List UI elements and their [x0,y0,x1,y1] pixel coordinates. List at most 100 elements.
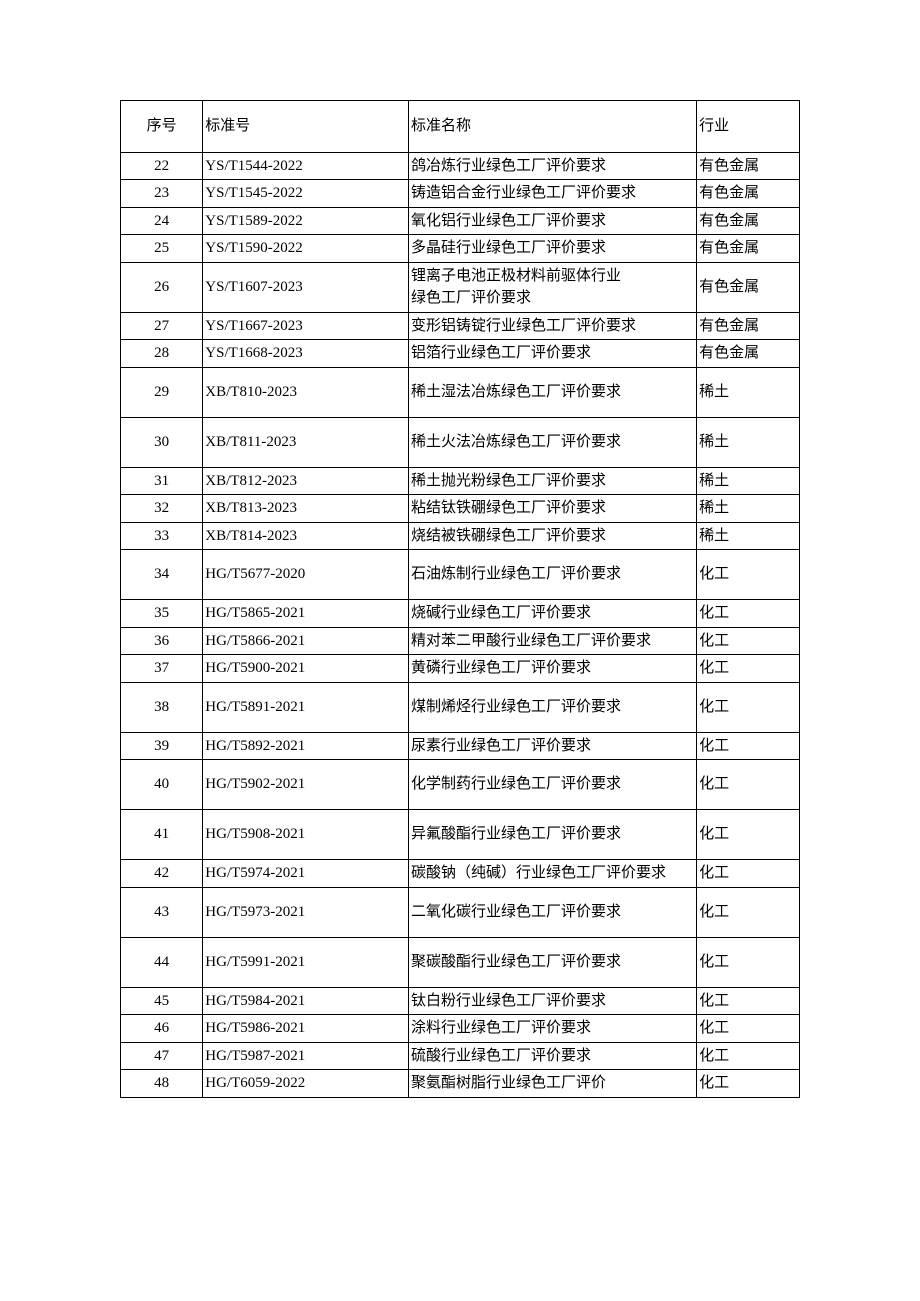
cell-name: 多晶硅行业绿色工厂评价要求 [409,235,697,263]
cell-name: 稀土火法冶炼绿色工厂评价要求 [409,417,697,467]
cell-ind: 化工 [697,655,800,683]
table-row: 47HG/T5987-2021硫酸行业绿色工厂评价要求化工 [121,1042,800,1070]
cell-seq: 38 [121,682,203,732]
cell-name: 石油炼制行业绿色工厂评价要求 [409,550,697,600]
cell-name: 鸽冶炼行业绿色工厂评价要求 [409,152,697,180]
cell-ind: 有色金属 [697,207,800,235]
page-container: 序号 标准号 标准名称 行业 22YS/T1544-2022鸽冶炼行业绿色工厂评… [120,100,800,1098]
cell-name: 变形铝铸锭行业绿色工厂评价要求 [409,312,697,340]
table-row: 45HG/T5984-2021钛白粉行业绿色工厂评价要求化工 [121,987,800,1015]
cell-ind: 稀土 [697,467,800,495]
cell-std: YS/T1590-2022 [203,235,409,263]
cell-seq: 33 [121,522,203,550]
cell-name: 铝箔行业绿色工厂评价要求 [409,340,697,368]
cell-seq: 36 [121,627,203,655]
cell-name: 稀土抛光粉绿色工厂评价要求 [409,467,697,495]
cell-name: 烧结被铁硼绿色工厂评价要求 [409,522,697,550]
header-name: 标准名称 [409,101,697,153]
header-seq: 序号 [121,101,203,153]
cell-seq: 41 [121,810,203,860]
table-row: 34HG/T5677-2020石油炼制行业绿色工厂评价要求化工 [121,550,800,600]
table-row: 29XB/T810-2023稀土湿法冶炼绿色工厂评价要求稀土 [121,367,800,417]
table-row: 27YS/T1667-2023变形铝铸锭行业绿色工厂评价要求有色金属 [121,312,800,340]
cell-ind: 化工 [697,1042,800,1070]
cell-std: HG/T5892-2021 [203,732,409,760]
cell-std: XB/T813-2023 [203,495,409,523]
cell-std: XB/T812-2023 [203,467,409,495]
cell-seq: 34 [121,550,203,600]
cell-seq: 25 [121,235,203,263]
cell-seq: 44 [121,937,203,987]
cell-seq: 47 [121,1042,203,1070]
cell-std: HG/T5984-2021 [203,987,409,1015]
cell-name: 精对苯二甲酸行业绿色工厂评价要求 [409,627,697,655]
cell-ind: 化工 [697,550,800,600]
cell-std: HG/T5986-2021 [203,1015,409,1043]
table-body: 22YS/T1544-2022鸽冶炼行业绿色工厂评价要求有色金属23YS/T15… [121,152,800,1097]
cell-ind: 化工 [697,860,800,888]
cell-name: 异氟酸酯行业绿色工厂评价要求 [409,810,697,860]
cell-ind: 化工 [697,937,800,987]
cell-std: HG/T5865-2021 [203,600,409,628]
cell-ind: 有色金属 [697,262,800,312]
cell-seq: 42 [121,860,203,888]
cell-name: 钛白粉行业绿色工厂评价要求 [409,987,697,1015]
cell-ind: 稀土 [697,367,800,417]
cell-seq: 46 [121,1015,203,1043]
cell-std: YS/T1668-2023 [203,340,409,368]
header-std: 标准号 [203,101,409,153]
cell-ind: 化工 [697,810,800,860]
table-row: 35HG/T5865-2021烧碱行业绿色工厂评价要求化工 [121,600,800,628]
table-row: 46HG/T5986-2021涂料行业绿色工厂评价要求化工 [121,1015,800,1043]
cell-seq: 28 [121,340,203,368]
cell-std: HG/T5973-2021 [203,887,409,937]
cell-std: HG/T5900-2021 [203,655,409,683]
cell-name: 黄磷行业绿色工厂评价要求 [409,655,697,683]
cell-seq: 35 [121,600,203,628]
cell-name: 烧碱行业绿色工厂评价要求 [409,600,697,628]
table-row: 48HG/T6059-2022聚氨酯树脂行业绿色工厂评价化工 [121,1070,800,1098]
header-row: 序号 标准号 标准名称 行业 [121,101,800,153]
cell-seq: 32 [121,495,203,523]
cell-name: 氧化铝行业绿色工厂评价要求 [409,207,697,235]
table-row: 39HG/T5892-2021尿素行业绿色工厂评价要求化工 [121,732,800,760]
cell-ind: 有色金属 [697,340,800,368]
cell-ind: 化工 [697,600,800,628]
cell-seq: 40 [121,760,203,810]
cell-ind: 化工 [697,682,800,732]
cell-seq: 29 [121,367,203,417]
table-row: 32XB/T813-2023粘结钛铁硼绿色工厂评价要求稀土 [121,495,800,523]
cell-std: YS/T1607-2023 [203,262,409,312]
cell-seq: 30 [121,417,203,467]
cell-ind: 化工 [697,1015,800,1043]
cell-seq: 39 [121,732,203,760]
cell-name: 硫酸行业绿色工厂评价要求 [409,1042,697,1070]
table-row: 42HG/T5974-2021碳酸钠（纯碱）行业绿色工厂评价要求化工 [121,860,800,888]
table-row: 33XB/T814-2023烧结被铁硼绿色工厂评价要求稀土 [121,522,800,550]
table-row: 38HG/T5891-2021煤制烯烃行业绿色工厂评价要求化工 [121,682,800,732]
cell-seq: 45 [121,987,203,1015]
cell-ind: 化工 [697,627,800,655]
table-row: 44HG/T5991-2021聚碳酸酯行业绿色工厂评价要求化工 [121,937,800,987]
cell-std: YS/T1545-2022 [203,180,409,208]
cell-ind: 化工 [697,732,800,760]
cell-std: XB/T811-2023 [203,417,409,467]
table-row: 23YS/T1545-2022铸造铝合金行业绿色工厂评价要求有色金属 [121,180,800,208]
cell-name: 聚碳酸酯行业绿色工厂评价要求 [409,937,697,987]
cell-seq: 37 [121,655,203,683]
cell-name: 尿素行业绿色工厂评价要求 [409,732,697,760]
cell-name: 化学制药行业绿色工厂评价要求 [409,760,697,810]
cell-name: 粘结钛铁硼绿色工厂评价要求 [409,495,697,523]
cell-name: 煤制烯烃行业绿色工厂评价要求 [409,682,697,732]
table-row: 37HG/T5900-2021黄磷行业绿色工厂评价要求化工 [121,655,800,683]
cell-ind: 化工 [697,760,800,810]
cell-name: 碳酸钠（纯碱）行业绿色工厂评价要求 [409,860,697,888]
table-row: 24YS/T1589-2022氧化铝行业绿色工厂评价要求有色金属 [121,207,800,235]
cell-name: 稀土湿法冶炼绿色工厂评价要求 [409,367,697,417]
cell-std: HG/T5987-2021 [203,1042,409,1070]
cell-ind: 有色金属 [697,235,800,263]
table-row: 43HG/T5973-2021二氧化碳行业绿色工厂评价要求化工 [121,887,800,937]
cell-std: HG/T5866-2021 [203,627,409,655]
cell-std: YS/T1544-2022 [203,152,409,180]
cell-std: HG/T5902-2021 [203,760,409,810]
